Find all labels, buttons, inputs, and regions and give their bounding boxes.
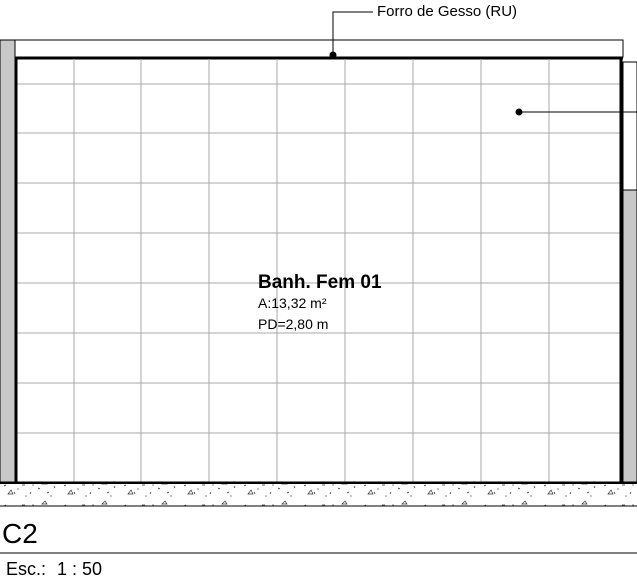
scale-note: Esc.: 1 : 50	[6, 559, 102, 580]
room-name: Banh. Fem 01	[258, 272, 382, 293]
ceiling-leader-line	[332, 11, 373, 55]
scale-label: Esc.:	[6, 559, 47, 579]
ceiling-label: Forro de Gesso (RU)	[377, 3, 518, 20]
view-title: C2	[2, 518, 38, 549]
ceiling-band	[14, 39, 624, 58]
scale-value: 1 : 50	[57, 559, 103, 579]
room-ceiling-height: PD=2,80 m	[258, 316, 329, 332]
tile-grid	[17, 59, 621, 482]
left-wall	[0, 39, 16, 485]
right-wall-lower	[622, 189, 637, 485]
concrete-slab	[0, 484, 637, 506]
right-wall-opening	[622, 61, 637, 191]
room-area: A:13,32 m²	[258, 295, 327, 311]
ceiling-leader-dot	[329, 51, 337, 59]
wall-leader-dot	[515, 108, 523, 116]
